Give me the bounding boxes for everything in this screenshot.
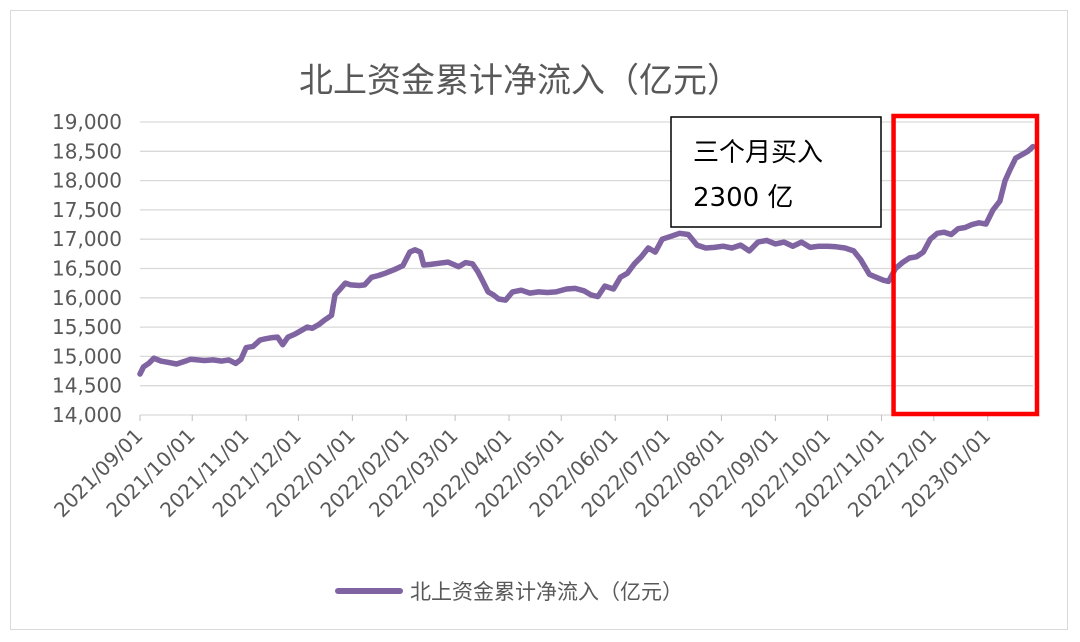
- legend: 北上资金累计净流入（亿元）: [335, 580, 683, 604]
- y-tick-label: 17,000: [52, 227, 122, 251]
- y-tick-label: 16,000: [52, 286, 122, 310]
- y-axis-ticks: 14,000 14,500 15,000 15,500 16,000 16,500 17,0…: [52, 110, 122, 427]
- annotation-line-2: 2300 亿: [693, 183, 793, 213]
- y-tick-label: 18,000: [52, 169, 122, 193]
- chart-title: 北上资金累计净流入（亿元）: [299, 61, 741, 101]
- y-tick-label: 16,500: [52, 257, 122, 281]
- highlight-box: [891, 113, 1040, 417]
- x-axis-ticks: 2021/09/012021/10/012021/11/012021/12/01…: [49, 415, 995, 522]
- y-tick-label: 17,500: [52, 198, 122, 222]
- y-tick-label: 18,500: [52, 139, 122, 163]
- annotation-layer: 三个月买入 2300 亿: [670, 113, 1040, 417]
- chart-frame: [10, 10, 1068, 630]
- legend-label: 北上资金累计净流入（亿元）: [410, 580, 683, 604]
- y-tick-label: 14,000: [52, 403, 122, 427]
- y-tick-label: 14,500: [52, 374, 122, 398]
- y-tick-label: 15,000: [52, 344, 122, 368]
- y-tick-label: 15,500: [52, 315, 122, 339]
- annotation-box: [670, 116, 882, 228]
- gridlines: [140, 121, 1033, 416]
- y-tick-label: 19,000: [52, 110, 122, 134]
- annotation-line-1: 三个月买入: [693, 138, 823, 168]
